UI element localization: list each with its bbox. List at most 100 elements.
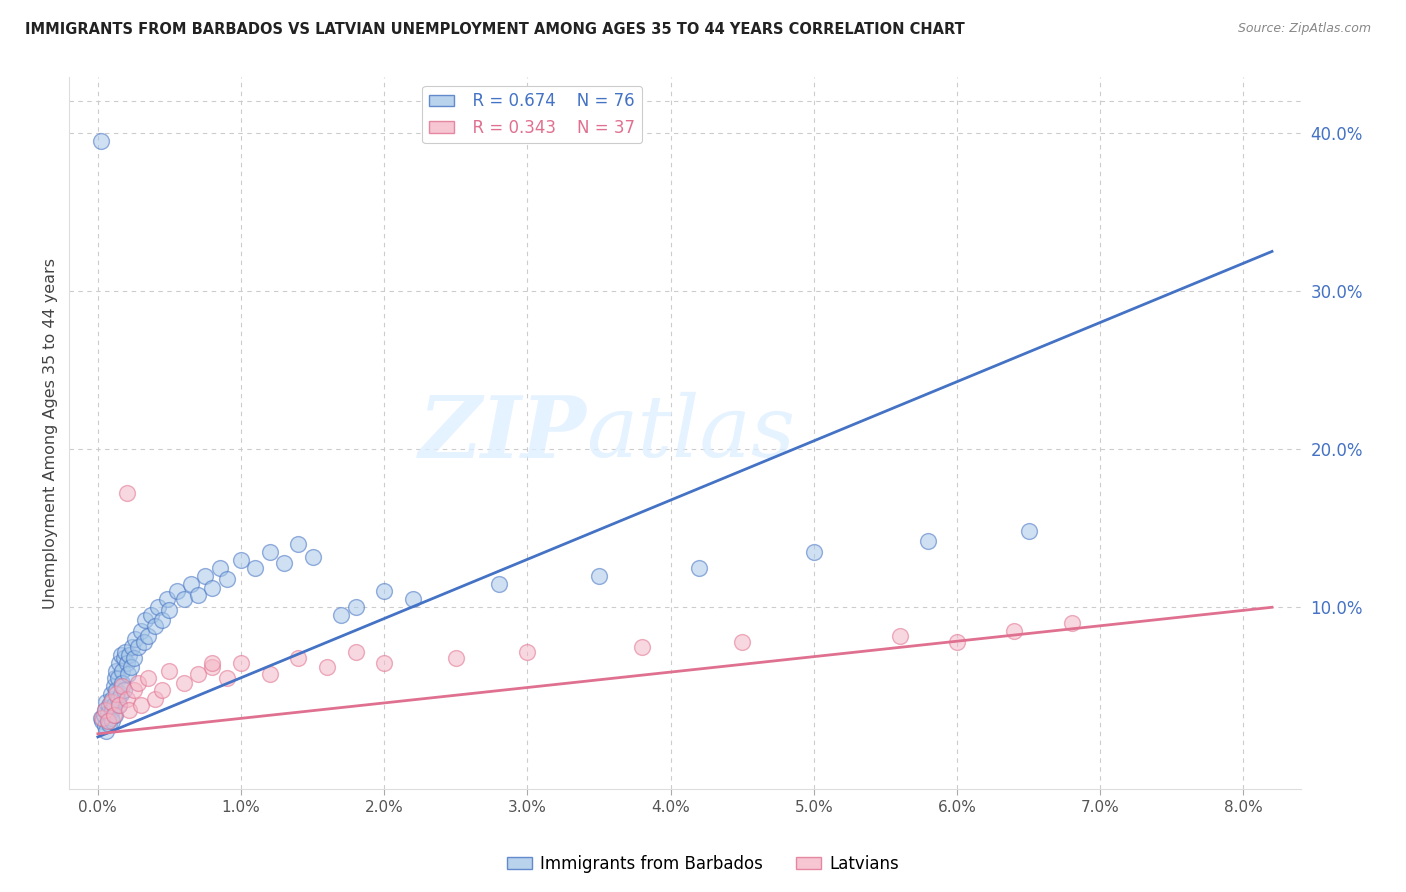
Point: [112, 651, 135, 665]
Point: [117, 666, 139, 681]
Point: [159, 664, 181, 678]
Point: [93, 707, 115, 722]
Text: IMMIGRANTS FROM BARBADOS VS LATVIAN UNEMPLOYMENT AMONG AGES 35 TO 44 YEARS CORRE: IMMIGRANTS FROM BARBADOS VS LATVIAN UNEM…: [25, 22, 965, 37]
Point: [287, 651, 309, 665]
Point: [139, 608, 162, 623]
Point: [136, 629, 159, 643]
Point: [488, 576, 510, 591]
Point: [111, 676, 134, 690]
Point: [146, 600, 169, 615]
Point: [108, 698, 131, 713]
Point: [105, 687, 128, 701]
Point: [103, 679, 125, 693]
Point: [98, 717, 121, 731]
Point: [917, 533, 939, 548]
Point: [229, 656, 252, 670]
Point: [159, 603, 181, 617]
Point: [107, 692, 129, 706]
Point: [124, 632, 146, 646]
Point: [143, 692, 166, 706]
Point: [115, 692, 138, 706]
Point: [118, 703, 141, 717]
Point: [97, 714, 120, 728]
Point: [104, 707, 127, 722]
Point: [120, 660, 142, 674]
Point: [245, 560, 267, 574]
Point: [803, 545, 825, 559]
Point: [108, 698, 131, 713]
Point: [122, 682, 145, 697]
Point: [889, 629, 911, 643]
Point: [108, 656, 131, 670]
Point: [127, 676, 149, 690]
Point: [103, 698, 125, 713]
Point: [1018, 524, 1040, 539]
Point: [127, 640, 149, 654]
Point: [111, 679, 134, 693]
Point: [100, 687, 122, 701]
Point: [107, 672, 129, 686]
Point: [173, 592, 195, 607]
Point: [229, 553, 252, 567]
Point: [150, 682, 173, 697]
Point: [98, 698, 121, 713]
Y-axis label: Unemployment Among Ages 35 to 44 years: Unemployment Among Ages 35 to 44 years: [44, 258, 58, 609]
Point: [402, 592, 425, 607]
Point: [101, 703, 124, 717]
Point: [105, 664, 128, 678]
Point: [344, 600, 367, 615]
Point: [136, 672, 159, 686]
Point: [187, 666, 209, 681]
Point: [134, 613, 156, 627]
Point: [90, 134, 112, 148]
Point: [114, 644, 136, 658]
Point: [143, 619, 166, 633]
Point: [115, 486, 138, 500]
Point: [129, 698, 152, 713]
Text: atlas: atlas: [586, 392, 796, 475]
Point: [111, 664, 134, 678]
Point: [100, 711, 122, 725]
Point: [103, 707, 125, 722]
Point: [215, 572, 238, 586]
Point: [316, 660, 339, 674]
Point: [201, 582, 224, 596]
Point: [91, 714, 114, 728]
Point: [129, 624, 152, 638]
Text: ZIP: ZIP: [419, 392, 586, 475]
Point: [180, 576, 202, 591]
Point: [96, 723, 118, 738]
Point: [259, 666, 281, 681]
Point: [373, 656, 395, 670]
Point: [173, 676, 195, 690]
Point: [91, 711, 114, 725]
Point: [516, 644, 538, 658]
Legend: Immigrants from Barbados, Latvians: Immigrants from Barbados, Latvians: [501, 848, 905, 880]
Point: [121, 640, 143, 654]
Point: [94, 703, 117, 717]
Point: [330, 608, 353, 623]
Point: [94, 703, 117, 717]
Point: [155, 592, 177, 607]
Point: [1002, 624, 1025, 638]
Point: [731, 635, 754, 649]
Point: [105, 682, 128, 697]
Point: [96, 695, 118, 709]
Point: [344, 644, 367, 658]
Point: [588, 568, 610, 582]
Point: [194, 568, 217, 582]
Point: [688, 560, 710, 574]
Point: [166, 584, 188, 599]
Point: [631, 640, 654, 654]
Point: [208, 560, 231, 574]
Point: [1060, 616, 1083, 631]
Point: [94, 719, 117, 733]
Point: [215, 672, 238, 686]
Point: [97, 714, 120, 728]
Point: [201, 660, 224, 674]
Point: [444, 651, 467, 665]
Point: [100, 695, 122, 709]
Point: [259, 545, 281, 559]
Point: [118, 648, 141, 662]
Legend:   R = 0.674    N = 76,   R = 0.343    N = 37: R = 0.674 N = 76, R = 0.343 N = 37: [422, 86, 643, 144]
